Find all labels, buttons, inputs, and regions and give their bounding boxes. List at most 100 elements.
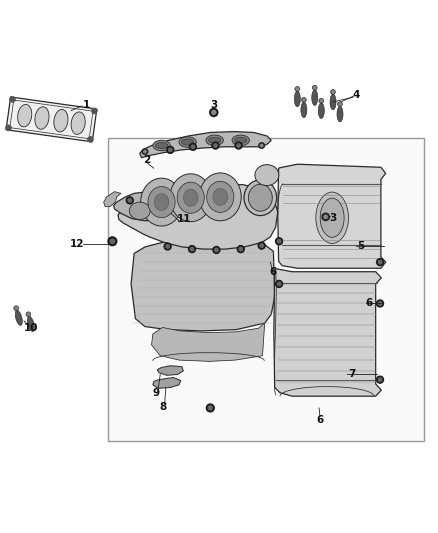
Circle shape	[377, 376, 384, 383]
Text: 7: 7	[348, 369, 355, 379]
Ellipse shape	[148, 187, 175, 217]
Polygon shape	[153, 377, 181, 389]
Circle shape	[237, 144, 240, 147]
Circle shape	[211, 110, 216, 115]
Polygon shape	[312, 90, 318, 106]
Ellipse shape	[182, 139, 194, 145]
Circle shape	[169, 148, 172, 151]
Circle shape	[141, 148, 148, 155]
Polygon shape	[157, 366, 184, 375]
Text: 3: 3	[329, 213, 337, 223]
Circle shape	[189, 143, 196, 150]
Polygon shape	[28, 317, 35, 332]
Circle shape	[378, 302, 382, 305]
Ellipse shape	[153, 140, 170, 151]
Text: 2: 2	[144, 155, 151, 165]
Ellipse shape	[170, 174, 212, 222]
Ellipse shape	[129, 202, 150, 220]
Circle shape	[209, 108, 219, 117]
Ellipse shape	[154, 193, 169, 211]
Polygon shape	[301, 102, 307, 118]
Polygon shape	[301, 98, 306, 102]
Polygon shape	[295, 86, 300, 91]
Ellipse shape	[235, 137, 247, 143]
Circle shape	[323, 214, 328, 219]
Circle shape	[377, 259, 384, 265]
Polygon shape	[54, 109, 68, 132]
Text: 6: 6	[270, 266, 277, 277]
Circle shape	[235, 142, 242, 149]
Ellipse shape	[141, 178, 183, 226]
Polygon shape	[278, 164, 386, 268]
Circle shape	[303, 99, 305, 101]
Text: 6: 6	[366, 298, 373, 309]
Circle shape	[212, 142, 219, 149]
Circle shape	[126, 197, 133, 204]
Circle shape	[277, 239, 281, 243]
Text: 6: 6	[316, 415, 324, 425]
Circle shape	[260, 244, 263, 247]
Circle shape	[206, 404, 214, 412]
Circle shape	[15, 307, 18, 309]
Text: 1: 1	[83, 100, 90, 110]
Circle shape	[258, 242, 265, 249]
Polygon shape	[337, 107, 343, 122]
Circle shape	[6, 125, 11, 131]
Circle shape	[339, 103, 341, 106]
Circle shape	[88, 137, 93, 142]
Circle shape	[191, 145, 194, 149]
Circle shape	[214, 144, 217, 147]
Polygon shape	[26, 312, 31, 317]
Ellipse shape	[316, 192, 349, 244]
Ellipse shape	[244, 180, 277, 215]
Polygon shape	[312, 85, 317, 90]
Circle shape	[276, 238, 283, 245]
Circle shape	[321, 213, 330, 221]
Ellipse shape	[208, 137, 221, 143]
Ellipse shape	[213, 189, 228, 205]
Ellipse shape	[320, 198, 344, 237]
Circle shape	[215, 248, 218, 252]
Ellipse shape	[184, 189, 198, 206]
Polygon shape	[114, 192, 180, 221]
Circle shape	[128, 199, 131, 202]
Circle shape	[108, 237, 117, 246]
Circle shape	[258, 142, 265, 149]
Polygon shape	[131, 238, 275, 331]
Circle shape	[239, 247, 243, 251]
Circle shape	[164, 243, 171, 250]
Circle shape	[28, 313, 30, 316]
Polygon shape	[140, 132, 271, 158]
Text: 12: 12	[71, 239, 85, 249]
Polygon shape	[319, 98, 324, 103]
Polygon shape	[274, 269, 381, 396]
Circle shape	[10, 97, 15, 102]
Circle shape	[314, 86, 316, 89]
Text: 4: 4	[353, 90, 360, 100]
Circle shape	[188, 246, 195, 253]
Polygon shape	[152, 323, 265, 361]
Ellipse shape	[179, 137, 196, 147]
FancyBboxPatch shape	[108, 138, 424, 441]
Circle shape	[297, 88, 299, 90]
Polygon shape	[318, 103, 324, 118]
Polygon shape	[6, 97, 97, 142]
Polygon shape	[338, 102, 343, 107]
Ellipse shape	[207, 181, 234, 213]
Circle shape	[213, 246, 220, 254]
Polygon shape	[330, 94, 336, 110]
Polygon shape	[15, 310, 22, 326]
Text: 9: 9	[152, 387, 159, 398]
Text: 10: 10	[24, 324, 38, 333]
Circle shape	[260, 143, 264, 148]
Text: 8: 8	[160, 402, 167, 411]
Circle shape	[378, 261, 382, 264]
Polygon shape	[14, 306, 19, 311]
Circle shape	[166, 245, 170, 248]
Polygon shape	[18, 104, 32, 127]
Ellipse shape	[155, 142, 168, 149]
Ellipse shape	[206, 135, 223, 146]
Circle shape	[378, 378, 382, 382]
Text: 5: 5	[357, 240, 364, 251]
Circle shape	[143, 150, 147, 154]
